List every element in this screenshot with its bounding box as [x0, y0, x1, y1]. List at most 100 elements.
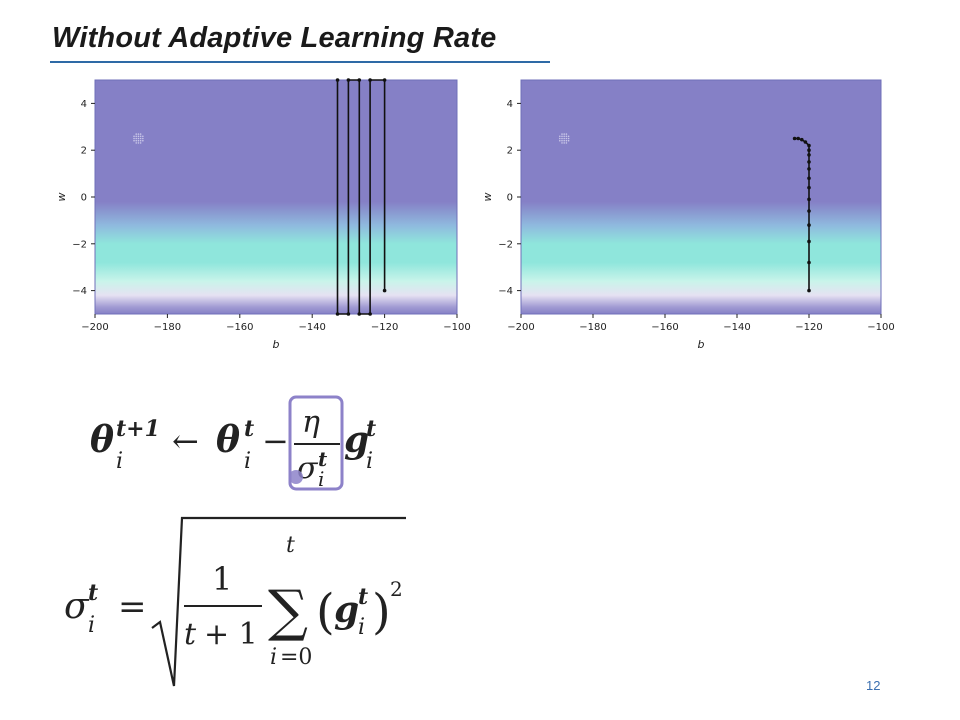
x-tick-label: −160 [226, 322, 253, 333]
path-point [792, 136, 797, 141]
svg-text:i: i [244, 449, 251, 474]
path-point [796, 136, 800, 141]
path-point [357, 312, 362, 316]
y-tick-label: 2 [81, 146, 87, 157]
y-axis-label: w [55, 193, 68, 202]
x-tick-label: −100 [443, 322, 470, 333]
path-point [807, 148, 811, 152]
path-point [807, 153, 811, 157]
x-tick-label: −120 [371, 322, 398, 333]
slide-title: Without Adaptive Learning Rate [52, 22, 497, 54]
svg-text:t: t [88, 580, 98, 606]
path-point [382, 78, 387, 82]
path-point [800, 137, 804, 142]
path-point [803, 140, 808, 144]
x-tick-label: −200 [507, 322, 534, 333]
path-point [807, 185, 811, 190]
svg-text:t: t [286, 533, 295, 558]
y-tick-label: 0 [507, 193, 513, 204]
x-tick-label: −140 [298, 322, 325, 333]
svg-text:g: g [334, 589, 359, 631]
svg-text:t: t [184, 617, 197, 652]
svg-text:=0: =0 [280, 645, 312, 670]
svg-text:t: t [318, 447, 328, 471]
contour-field [521, 80, 881, 314]
x-tick-label: −180 [579, 322, 606, 333]
svg-text:θ: θ [216, 419, 240, 461]
svg-text:η: η [302, 405, 320, 440]
x-tick-label: −100 [867, 322, 894, 333]
path-point [368, 312, 372, 316]
svg-text:=: = [118, 587, 147, 627]
path-point [807, 260, 811, 265]
svg-text:g: g [344, 419, 369, 461]
svg-text:∑: ∑ [268, 579, 308, 644]
x-tick-label: −160 [651, 322, 678, 333]
x-tick-label: −140 [723, 322, 750, 333]
path-point [807, 239, 811, 244]
y-tick-label: 4 [507, 99, 513, 110]
x-tick-label: −120 [795, 322, 822, 333]
page-number: 12 [866, 678, 881, 693]
path-point [807, 176, 811, 181]
svg-text:): ) [372, 584, 391, 640]
path-point [382, 288, 387, 293]
svg-text:(: ( [316, 584, 335, 640]
path-point [346, 312, 351, 316]
x-axis-label: b [698, 338, 705, 351]
path-point [807, 209, 811, 213]
path-point [346, 78, 351, 82]
pointer-dot [289, 470, 303, 484]
x-tick-label: −200 [81, 322, 108, 333]
svg-text:i: i [88, 613, 95, 638]
svg-text:t: t [244, 416, 254, 442]
x-axis-label: b [273, 338, 280, 351]
path-point [807, 160, 811, 164]
y-tick-label: −4 [498, 286, 513, 297]
svg-text:1: 1 [212, 560, 232, 598]
contour-charts: −200 −180 −160 −140 −120 −100 4 2 0 −2 −4 b w −200 −1… [55, 78, 895, 351]
y-tick-label: 4 [81, 99, 87, 110]
path-point [807, 197, 811, 202]
path-point [335, 78, 340, 82]
path-point [807, 143, 811, 148]
update-rule-equation: θ t+1 i ← θ t i − η σ t i g t i [90, 395, 376, 491]
svg-text:+ 1: + 1 [204, 617, 258, 652]
target-marker [133, 133, 144, 144]
svg-text:i: i [116, 449, 123, 474]
y-tick-label: −2 [498, 239, 513, 250]
y-tick-label: 2 [507, 146, 513, 157]
svg-text:2: 2 [390, 577, 403, 601]
path-point [807, 167, 811, 171]
contour-field [95, 80, 457, 314]
title-underline [50, 61, 550, 63]
path-point [368, 78, 372, 82]
target-marker [559, 133, 570, 144]
svg-text:i: i [318, 467, 324, 491]
svg-text:i: i [358, 615, 365, 640]
chart-smaller-lr: −200 −180 −160 −140 −120 −100 4 2 0 −2 −4 b w [481, 79, 895, 351]
descent-path [336, 79, 386, 315]
svg-text:σ: σ [64, 586, 90, 627]
svg-text:−: − [262, 422, 289, 460]
y-axis-label: w [481, 193, 494, 202]
x-tick-label: −180 [154, 322, 181, 333]
path-point [357, 78, 362, 82]
y-tick-label: −4 [72, 286, 87, 297]
highlight-box [288, 395, 344, 491]
svg-text:θ: θ [90, 419, 114, 461]
svg-text:i: i [366, 449, 373, 474]
svg-text:t: t [358, 584, 368, 610]
y-tick-label: 0 [81, 193, 87, 204]
y-tick-label: −2 [72, 239, 87, 250]
path-point [807, 288, 811, 293]
chart-without-adaptive-lr: −200 −180 −160 −140 −120 −100 4 2 0 −2 −4 b w [55, 78, 471, 351]
svg-text:i: i [270, 645, 277, 670]
svg-text:←: ← [172, 422, 199, 460]
path-point [807, 223, 811, 227]
svg-text:t: t [366, 416, 376, 442]
sigma-definition-equation: σ t i = 1 t + 1 t ∑ i =0 ( g t i ) 2 [64, 516, 406, 687]
svg-text:t+1: t+1 [116, 416, 160, 442]
path-point [335, 312, 340, 316]
